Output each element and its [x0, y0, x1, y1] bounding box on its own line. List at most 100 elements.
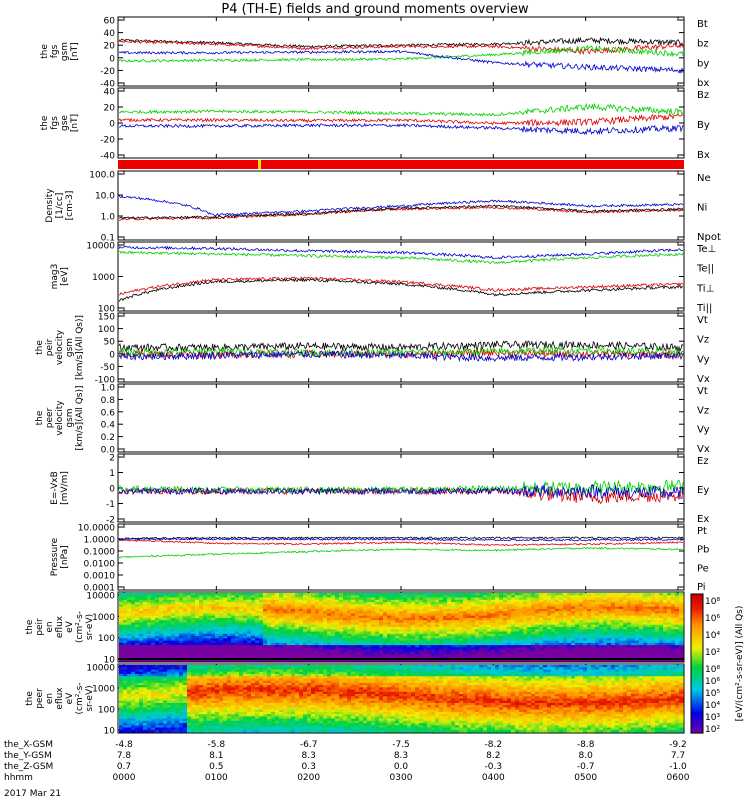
- spectrogram-cell: [267, 658, 272, 662]
- spectrogram-cell: [383, 597, 388, 601]
- spectrogram-cell: [459, 597, 464, 601]
- spectrogram-cell: [183, 633, 188, 637]
- spectrogram-cell: [451, 620, 456, 624]
- spectrogram-cell: [455, 595, 460, 599]
- spectrogram-cell: [399, 595, 404, 599]
- spectrogram-cell: [539, 599, 544, 603]
- spectrogram-cell: [335, 629, 340, 633]
- spectrogram-cell: [139, 620, 144, 624]
- spectrogram-cell: [231, 649, 236, 653]
- spectrogram-cell: [123, 608, 128, 612]
- spectrogram-cell: [543, 615, 548, 619]
- spectrogram-cell: [151, 676, 156, 679]
- spectrogram-cell: [339, 593, 344, 596]
- spectrogram-cell: [343, 636, 348, 639]
- spectrogram-cell: [671, 627, 676, 630]
- spectrogram-cell: [367, 627, 372, 630]
- spectrogram-cell: [435, 611, 440, 614]
- spectrogram-cell: [563, 620, 568, 624]
- spectrogram-cell: [303, 633, 308, 637]
- spectrogram-cell: [631, 593, 636, 596]
- spectrogram-cell: [423, 631, 428, 635]
- spectrogram-cell: [235, 636, 240, 639]
- spectrogram-cell: [395, 599, 400, 603]
- spectrogram-cell: [235, 649, 240, 653]
- spectrogram-cell: [331, 633, 336, 637]
- spectrogram-cell: [531, 620, 536, 624]
- spectrogram-cell: [291, 651, 296, 655]
- spectrogram-cell: [643, 633, 648, 637]
- spectrogram-cell: [599, 613, 604, 617]
- spectrogram-cell: [515, 615, 520, 619]
- spectrogram-cell: [675, 615, 680, 619]
- spectrogram-cell: [299, 631, 304, 635]
- spectrogram-cell: [631, 640, 636, 644]
- spectrogram-cell: [611, 617, 616, 621]
- spectrogram-cell: [563, 602, 568, 605]
- spectrogram-cell: [471, 651, 476, 655]
- spectrogram-cell: [135, 597, 140, 601]
- spectrogram-cell: [175, 649, 180, 653]
- spectrogram-cell: [355, 593, 360, 596]
- spectrogram-cell: [351, 627, 356, 630]
- spectrogram-cell: [159, 633, 164, 637]
- spectrogram-cell: [131, 640, 136, 644]
- spectrogram-cell: [159, 597, 164, 601]
- spectrogram-cell: [347, 599, 352, 603]
- spectrogram-cell: [383, 606, 388, 610]
- spectrogram-cell: [603, 647, 608, 651]
- spectrogram-cell: [171, 613, 176, 617]
- spectrogram-cell: [375, 611, 380, 614]
- spectrogram-cell: [339, 629, 344, 633]
- spectrogram-cell: [211, 654, 216, 658]
- spectrogram-cell: [159, 709, 164, 713]
- spectrogram-cell: [443, 611, 448, 614]
- spectrogram-cell: [535, 642, 540, 646]
- ylabel-density: [cm-3]: [65, 191, 75, 221]
- spectrogram-cell: [243, 636, 248, 639]
- spectrogram-cell: [615, 636, 620, 639]
- spectrogram-cell: [523, 615, 528, 619]
- spectrogram-cell: [547, 613, 552, 617]
- spectrogram-cell: [123, 703, 128, 706]
- spectrogram-cell: [123, 694, 128, 697]
- spectrogram-cell: [355, 606, 360, 610]
- spectrogram-cell: [407, 593, 412, 596]
- spectrogram-cell: [347, 651, 352, 655]
- spectrogram-cell: [411, 651, 416, 655]
- spectrogram-cell: [447, 627, 452, 630]
- spectrogram-cell: [667, 627, 672, 630]
- spectrogram-cell: [559, 645, 564, 648]
- spectrogram-cell: [399, 651, 404, 655]
- ylabel-peir-eflux: (cm²-s-: [75, 611, 85, 643]
- spectrogram-cell: [139, 725, 144, 729]
- spectrogram-cell: [123, 604, 128, 608]
- spectrogram-cell: [527, 595, 532, 599]
- spectrogram-cell: [291, 613, 296, 617]
- spectrogram-cell: [443, 651, 448, 655]
- spectrogram-cell: [667, 622, 672, 626]
- spectrogram-cell: [595, 597, 600, 601]
- spectrogram-cell: [519, 651, 524, 655]
- spectrogram-cell: [243, 611, 248, 614]
- spectrogram-cell: [119, 617, 124, 621]
- spectrogram-cell: [303, 651, 308, 655]
- spectrogram-cell: [487, 654, 492, 658]
- spectrogram-cell: [659, 658, 664, 662]
- spectrogram-cell: [315, 624, 320, 628]
- spectrogram-cell: [119, 682, 124, 686]
- spectrogram-cell: [183, 658, 188, 662]
- spectrogram-cell: [247, 631, 252, 635]
- spectrogram-cell: [431, 611, 436, 614]
- spectrogram-cell: [463, 611, 468, 614]
- spectrogram-cell: [507, 599, 512, 603]
- spectrogram-cell: [459, 638, 464, 642]
- spectrogram-cell: [187, 627, 192, 630]
- spectrogram-cell: [459, 620, 464, 624]
- spectrogram-cell: [383, 651, 388, 655]
- spectrogram-cell: [135, 678, 140, 682]
- spectrogram-cell: [311, 611, 316, 614]
- spectrogram-cell: [607, 642, 612, 646]
- spectrogram-cell: [535, 654, 540, 658]
- spectrogram-cell: [539, 593, 544, 596]
